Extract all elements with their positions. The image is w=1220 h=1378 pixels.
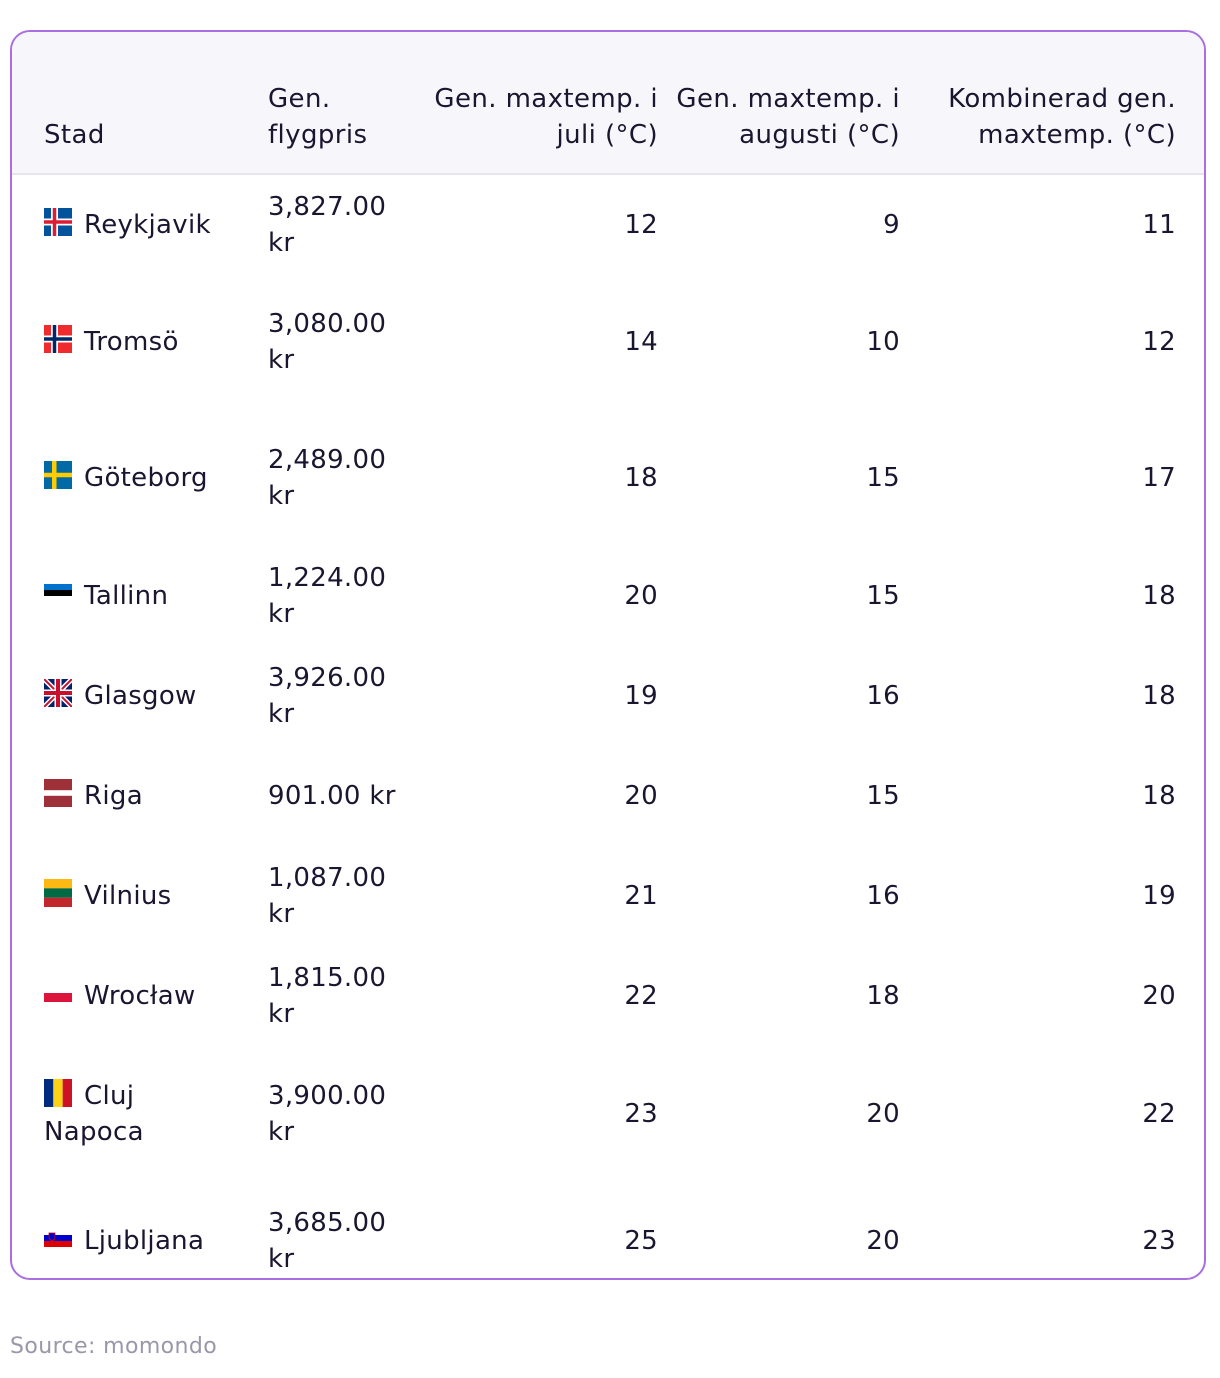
august-temp-cell: 18 [866, 981, 900, 1011]
combined-temp-cell: 20 [1142, 981, 1176, 1011]
july-temp-cell: 14 [624, 327, 658, 357]
price-cell: 3,827.00 kr [268, 191, 387, 258]
romania-flag-icon [44, 1079, 72, 1107]
table-row-reykjavik: Reykjavik 3,827.00 kr 12 9 11 [12, 174, 1204, 274]
table-row-glasgow: Glasgow 3,926.00 kr 19 16 18 [12, 646, 1204, 746]
city-cell: Tallinn [12, 546, 236, 646]
city-name: Tromsö [84, 327, 179, 357]
header-combined: Kombinerad gen. maxtemp. (°C) [900, 32, 1204, 175]
city-name: Göteborg [84, 463, 208, 493]
august-temp-cell: 20 [866, 1226, 900, 1256]
price-cell: 2,489.00 kr [268, 445, 387, 511]
uk-flag-icon [44, 679, 72, 707]
header-city: Stad [12, 32, 236, 175]
city-name: Riga [84, 781, 143, 811]
destinations-table: Stad Gen. flygpris Gen. maxtemp. i juli … [12, 32, 1204, 1278]
header-price: Gen. flygpris [236, 32, 426, 175]
city-name: Vilnius [84, 881, 172, 911]
city-cell: Cluj Napoca [12, 1046, 236, 1182]
combined-temp-cell: 22 [1142, 1099, 1176, 1129]
combined-temp-cell: 19 [1142, 881, 1176, 911]
table-row-göteborg: Göteborg 2,489.00 kr 18 15 17 [12, 410, 1204, 546]
price-cell: 1,224.00 kr [268, 563, 387, 629]
city-cell: Wrocław [12, 946, 236, 1046]
city-name: Glasgow [84, 681, 197, 711]
august-temp-cell: 16 [866, 681, 900, 711]
august-temp-cell: 16 [866, 881, 900, 911]
combined-temp-cell: 18 [1142, 781, 1176, 811]
table-row-vilnius: Vilnius 1,087.00 kr 21 16 19 [12, 846, 1204, 946]
august-temp-cell: 9 [883, 209, 900, 240]
table-row-wrocław: Wrocław 1,815.00 kr 22 18 20 [12, 946, 1204, 1046]
latvia-flag-icon [44, 779, 72, 807]
price-cell: 1,815.00 kr [268, 963, 387, 1029]
combined-temp-cell: 12 [1142, 327, 1176, 357]
city-cell: Göteborg [12, 410, 236, 546]
august-temp-cell: 15 [866, 781, 900, 811]
city-cell: Reykjavik [12, 174, 236, 274]
combined-temp-cell: 23 [1142, 1226, 1176, 1256]
combined-temp-cell: 18 [1142, 581, 1176, 611]
city-cell: Vilnius [12, 846, 236, 946]
combined-temp-cell: 17 [1142, 463, 1176, 493]
july-temp-cell: 12 [624, 209, 658, 240]
price-cell: 3,685.00 kr [268, 1208, 387, 1274]
price-cell: 3,926.00 kr [268, 663, 387, 729]
header-august: Gen. maxtemp. i augusti (°C) [658, 32, 900, 175]
july-temp-cell: 20 [624, 781, 658, 811]
city-name: Cluj Napoca [44, 1081, 144, 1147]
july-temp-cell: 22 [624, 981, 658, 1011]
price-cell: 901.00 kr [268, 781, 396, 811]
july-temp-cell: 19 [624, 681, 658, 711]
table-row-riga: Riga 901.00 kr 20 15 18 [12, 746, 1204, 846]
iceland-flag-icon [44, 207, 72, 236]
slovenia-flag-icon [44, 1224, 72, 1252]
price-cell: 1,087.00 kr [268, 863, 387, 929]
july-temp-cell: 20 [624, 581, 658, 611]
header-july: Gen. maxtemp. i juli (°C) [426, 32, 658, 175]
august-temp-cell: 15 [866, 581, 900, 611]
city-cell: Glasgow [12, 646, 236, 746]
price-cell: 3,900.00 kr [268, 1081, 387, 1147]
city-name: Reykjavik [84, 209, 211, 240]
source-caption: Source: momondo [10, 1334, 218, 1359]
july-temp-cell: 18 [624, 463, 658, 493]
july-temp-cell: 21 [624, 881, 658, 911]
data-table-card: Stad Gen. flygpris Gen. maxtemp. i juli … [10, 30, 1206, 1280]
august-temp-cell: 10 [866, 327, 900, 357]
table-row-ljubljana: Ljubljana 3,685.00 kr 25 20 23 [12, 1182, 1204, 1278]
city-name: Tallinn [84, 581, 169, 611]
city-cell: Riga [12, 746, 236, 846]
price-cell: 3,080.00 kr [268, 309, 387, 375]
combined-temp-cell: 18 [1142, 681, 1176, 711]
august-temp-cell: 15 [866, 463, 900, 493]
norway-flag-icon [44, 325, 72, 353]
august-temp-cell: 20 [866, 1099, 900, 1129]
combined-temp-cell: 11 [1142, 209, 1176, 240]
city-name: Ljubljana [84, 1226, 205, 1256]
july-temp-cell: 25 [624, 1226, 658, 1256]
poland-flag-icon [44, 979, 72, 1007]
estonia-flag-icon [44, 579, 72, 607]
city-name: Wrocław [84, 981, 196, 1011]
table-row-tromsö: Tromsö 3,080.00 kr 14 10 12 [12, 274, 1204, 410]
table-row-cluj-napoca: Cluj Napoca 3,900.00 kr 23 20 22 [12, 1046, 1204, 1182]
table-row-tallinn: Tallinn 1,224.00 kr 20 15 18 [12, 546, 1204, 646]
lithuania-flag-icon [44, 879, 72, 907]
july-temp-cell: 23 [624, 1099, 658, 1129]
city-cell: Ljubljana [12, 1182, 236, 1278]
sweden-flag-icon [44, 461, 72, 489]
table-header-row: Stad Gen. flygpris Gen. maxtemp. i juli … [12, 32, 1204, 175]
city-cell: Tromsö [12, 274, 236, 410]
